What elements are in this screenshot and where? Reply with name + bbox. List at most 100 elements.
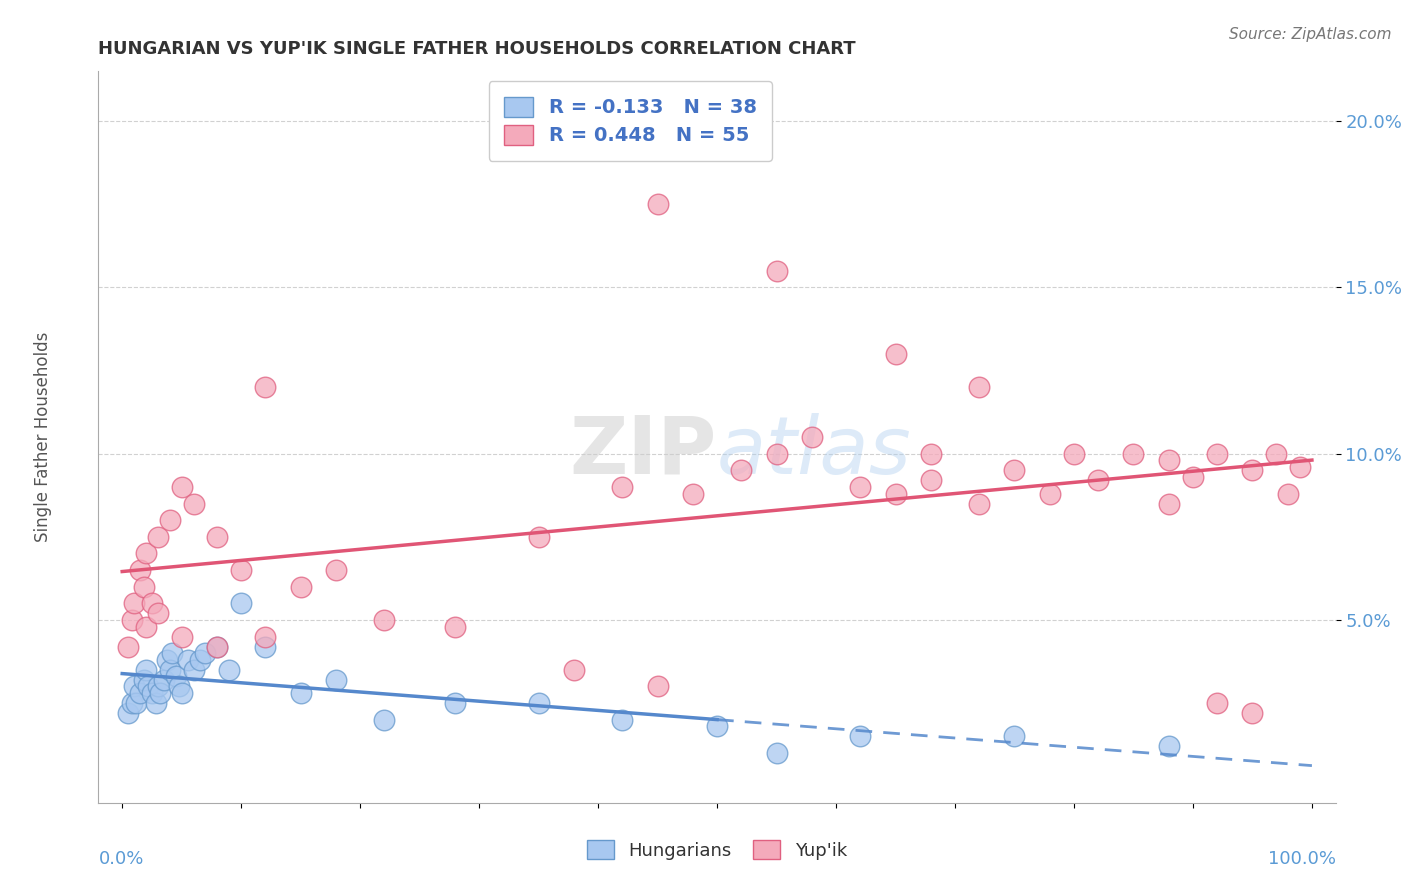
Point [884, 486, 907, 500]
Point [169, 680, 191, 694]
Point [156, 653, 179, 667]
Point [849, 729, 872, 743]
Point [188, 653, 211, 667]
Point [141, 596, 163, 610]
Point [135, 546, 157, 560]
Point [373, 713, 395, 727]
Point [125, 696, 148, 710]
Point [207, 640, 229, 654]
Point [132, 580, 155, 594]
Point [121, 696, 143, 710]
Point [801, 430, 824, 444]
Point [1205, 447, 1227, 461]
Point [1205, 696, 1227, 710]
Point [138, 680, 160, 694]
Point [253, 380, 276, 394]
Point [1159, 453, 1181, 467]
Point [141, 686, 163, 700]
Point [444, 696, 467, 710]
Point [647, 680, 669, 694]
Point [176, 653, 198, 667]
Point [920, 447, 942, 461]
Point [160, 646, 183, 660]
Point [146, 680, 169, 694]
Point [1159, 739, 1181, 754]
Point [1241, 706, 1264, 720]
Point [765, 746, 787, 760]
Point [290, 580, 312, 594]
Point [146, 530, 169, 544]
Point [1122, 447, 1144, 461]
Legend: Hungarians, Yup'ik: Hungarians, Yup'ik [579, 833, 855, 867]
Point [682, 486, 704, 500]
Point [231, 596, 253, 610]
Point [325, 563, 347, 577]
Point [218, 663, 240, 677]
Point [132, 673, 155, 687]
Point [967, 380, 990, 394]
Point [647, 197, 669, 211]
Point [146, 607, 169, 621]
Point [121, 613, 143, 627]
Point [117, 706, 139, 720]
Point [159, 663, 181, 677]
Point [149, 686, 172, 700]
Point [1063, 447, 1085, 461]
Point [153, 673, 176, 687]
Point [562, 663, 585, 677]
Point [1004, 729, 1026, 743]
Point [325, 673, 347, 687]
Point [1087, 473, 1109, 487]
Point [159, 513, 181, 527]
Text: ZIP: ZIP [569, 413, 717, 491]
Text: 0.0%: 0.0% [98, 850, 143, 868]
Point [207, 640, 229, 654]
Point [610, 713, 633, 727]
Point [884, 347, 907, 361]
Text: atlas: atlas [717, 413, 912, 491]
Point [207, 530, 229, 544]
Point [170, 480, 193, 494]
Point [129, 563, 152, 577]
Point [122, 680, 145, 694]
Point [444, 619, 467, 633]
Point [1181, 470, 1204, 484]
Point [253, 630, 276, 644]
Text: Single Father Households: Single Father Households [34, 332, 52, 542]
Point [730, 463, 752, 477]
Point [183, 497, 205, 511]
Point [610, 480, 633, 494]
Point [1241, 463, 1264, 477]
Point [920, 473, 942, 487]
Point [1265, 447, 1288, 461]
Point [373, 613, 395, 627]
Text: HUNGARIAN VS YUP'IK SINGLE FATHER HOUSEHOLDS CORRELATION CHART: HUNGARIAN VS YUP'IK SINGLE FATHER HOUSEH… [98, 40, 856, 58]
Point [849, 480, 872, 494]
Point [135, 619, 157, 633]
Point [527, 696, 550, 710]
Point [765, 447, 787, 461]
Point [170, 686, 193, 700]
Point [183, 663, 205, 677]
Point [253, 640, 276, 654]
Point [1004, 463, 1026, 477]
Text: 100.0%: 100.0% [1268, 850, 1336, 868]
Point [170, 630, 193, 644]
Point [165, 669, 187, 683]
Point [706, 719, 728, 733]
Point [122, 596, 145, 610]
Point [1277, 486, 1299, 500]
Point [129, 686, 152, 700]
Point [1159, 497, 1181, 511]
Point [527, 530, 550, 544]
Point [1289, 460, 1312, 475]
Point [135, 663, 157, 677]
Point [231, 563, 253, 577]
Point [1039, 486, 1062, 500]
Text: Source: ZipAtlas.com: Source: ZipAtlas.com [1229, 27, 1392, 42]
Point [117, 640, 139, 654]
Point [967, 497, 990, 511]
Point [290, 686, 312, 700]
Point [765, 264, 787, 278]
Point [194, 646, 217, 660]
